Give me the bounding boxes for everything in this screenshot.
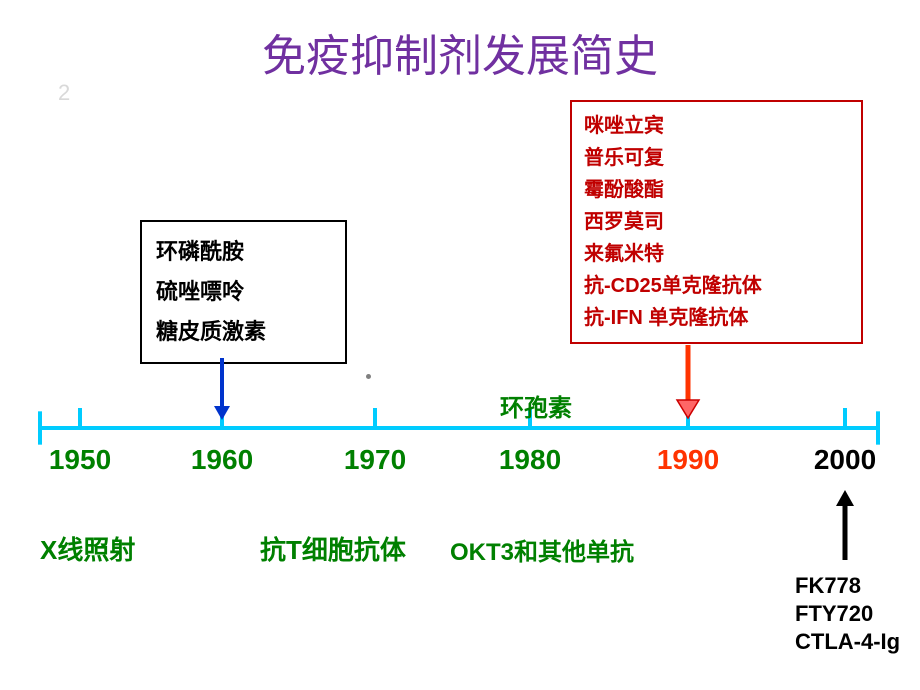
list-item: FTY720 [795, 600, 900, 628]
list-item: FK778 [795, 572, 900, 600]
label-anti-t: 抗T细胞抗体 [260, 530, 406, 567]
arrow-2000 [0, 0, 920, 690]
label-cyclosporine: 环孢素 [500, 388, 572, 423]
list-item: CTLA-4-Ig [795, 628, 900, 656]
label-okt3: OKT3和其他单抗 [450, 532, 634, 567]
list-2000-drugs: FK778FTY720CTLA-4-Ig [795, 572, 900, 656]
label-xray: X线照射 [40, 530, 135, 567]
